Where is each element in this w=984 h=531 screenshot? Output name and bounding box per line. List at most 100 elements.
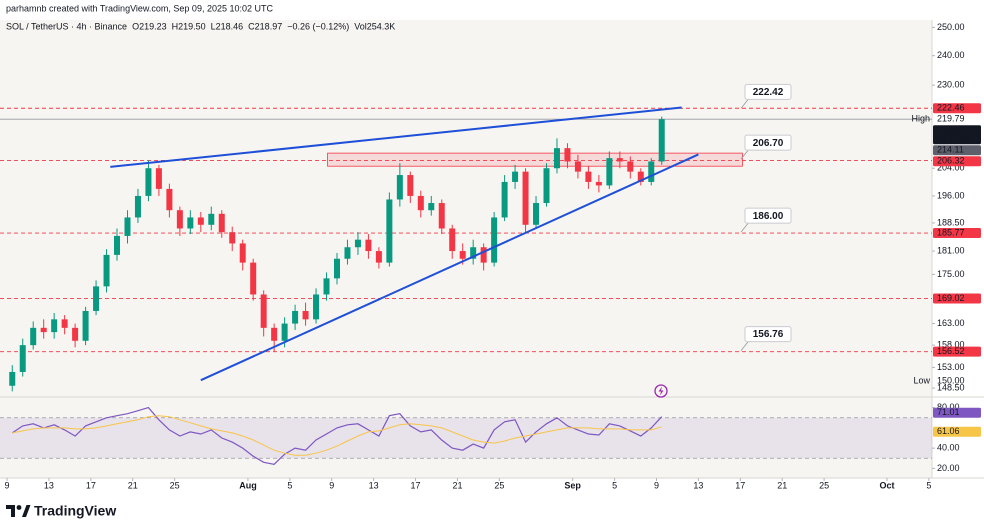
brand-logo bbox=[6, 505, 31, 517]
candle-body bbox=[574, 161, 581, 172]
candle-body bbox=[323, 278, 330, 295]
y-tick-label: 20.00 bbox=[937, 463, 960, 473]
candle-body bbox=[606, 158, 613, 186]
y-tick-label: 175.00 bbox=[937, 269, 965, 279]
x-tick-label: 17 bbox=[411, 480, 421, 490]
price-label-bg bbox=[933, 293, 981, 304]
value-label-bg bbox=[933, 407, 981, 418]
callout-label: 186.00 bbox=[753, 211, 784, 222]
candle-body bbox=[124, 217, 131, 236]
y-tick-label: 181.00 bbox=[937, 245, 965, 255]
value-label: 61.06 bbox=[937, 426, 960, 436]
candle-body bbox=[386, 199, 393, 263]
x-tick-label: Sep bbox=[564, 480, 581, 490]
candle-body bbox=[344, 247, 351, 259]
price-label-bg bbox=[933, 145, 981, 156]
callout-box bbox=[744, 207, 792, 224]
candle-body bbox=[627, 161, 634, 172]
candle-body bbox=[19, 345, 26, 372]
candle-body bbox=[648, 161, 655, 182]
change: −0.26 (−0.12%) bbox=[287, 21, 349, 31]
indicator-icon bbox=[654, 384, 668, 398]
candle-body bbox=[522, 171, 529, 225]
candle-body bbox=[250, 262, 257, 295]
candle-body bbox=[166, 188, 173, 211]
candle-body bbox=[187, 217, 194, 229]
x-tick-label: 21 bbox=[452, 480, 462, 490]
candle-body bbox=[145, 168, 152, 196]
candle-body bbox=[470, 247, 477, 259]
rsi-line bbox=[11, 406, 663, 465]
candle-body bbox=[438, 203, 445, 229]
y-tick-label: 240.00 bbox=[937, 50, 965, 60]
rsi-band bbox=[0, 417, 932, 459]
credit: parhamnb created with TradingView.com, S… bbox=[6, 3, 273, 13]
candle-body bbox=[61, 319, 68, 328]
candle-body bbox=[72, 327, 79, 341]
candle-body bbox=[218, 213, 225, 233]
value-label-bg bbox=[933, 426, 981, 437]
x-tick-label: Aug bbox=[239, 480, 257, 490]
rsi-line bbox=[12, 415, 662, 456]
callout-leader bbox=[740, 340, 750, 351]
y-tick-label: 40.00 bbox=[937, 443, 960, 453]
symbol: SOL / TetherUS · 4h · Binance bbox=[6, 21, 127, 31]
x-tick-label: 21 bbox=[777, 480, 787, 490]
candle-body bbox=[543, 168, 550, 204]
candle-body bbox=[208, 213, 215, 225]
price-label-bg bbox=[933, 228, 981, 239]
zone bbox=[327, 152, 743, 167]
candle-body bbox=[512, 171, 519, 182]
price-label: 185.77 bbox=[937, 227, 965, 237]
candle-body bbox=[260, 294, 267, 328]
price-label-note: Low bbox=[913, 376, 930, 386]
y-tick-label: 188.50 bbox=[937, 217, 965, 227]
candle-body bbox=[564, 148, 571, 162]
candle-body bbox=[229, 232, 236, 244]
x-tick-label: 21 bbox=[128, 480, 138, 490]
y-tick-label: 153.00 bbox=[937, 362, 965, 372]
price-label: 219.79 bbox=[937, 114, 965, 124]
price-label-countdown: 01:57:06 bbox=[937, 134, 972, 144]
y-tick-label: 230.00 bbox=[937, 80, 965, 90]
x-tick-label: 9 bbox=[329, 480, 334, 490]
x-tick-label: 17 bbox=[735, 480, 745, 490]
candle-body bbox=[375, 251, 382, 263]
candle-body bbox=[40, 327, 47, 333]
x-tick-label: 13 bbox=[693, 480, 703, 490]
x-tick-label: 5 bbox=[612, 480, 617, 490]
ohlc-open: O219.23 bbox=[132, 21, 167, 31]
price-label: 206.32 bbox=[937, 156, 965, 166]
pane-background bbox=[0, 20, 932, 478]
x-tick-label: 25 bbox=[819, 480, 829, 490]
x-tick-label: 13 bbox=[369, 480, 379, 490]
candle-body bbox=[9, 371, 16, 386]
y-tick-label: 80.00 bbox=[937, 402, 960, 412]
ohlc-high: H219.50 bbox=[172, 21, 206, 31]
price-label: 169.02 bbox=[937, 293, 965, 303]
candle-body bbox=[93, 286, 100, 311]
callout-leader bbox=[740, 221, 750, 233]
candle-body bbox=[637, 171, 644, 182]
candle-body bbox=[155, 168, 162, 189]
candle-body bbox=[354, 239, 361, 248]
price-label-bg bbox=[933, 103, 981, 114]
candle-body bbox=[501, 181, 508, 218]
price-label: 156.52 bbox=[937, 346, 965, 356]
candle-body bbox=[281, 323, 288, 341]
x-tick-label: 25 bbox=[494, 480, 504, 490]
y-tick-label: 158.00 bbox=[937, 340, 965, 350]
x-tick-label: 5 bbox=[287, 480, 292, 490]
candle-body bbox=[417, 195, 424, 211]
callout-label: 222.42 bbox=[753, 87, 784, 98]
candle-body bbox=[114, 235, 121, 255]
callout-box bbox=[744, 83, 792, 100]
candle-body bbox=[491, 217, 498, 263]
x-tick-label: 5 bbox=[926, 480, 931, 490]
price-label-bg bbox=[933, 346, 981, 357]
ohlc-close: C218.97 bbox=[248, 21, 282, 31]
candle-body bbox=[313, 294, 320, 320]
x-tick-label: 9 bbox=[654, 480, 659, 490]
candle-body bbox=[428, 203, 435, 211]
